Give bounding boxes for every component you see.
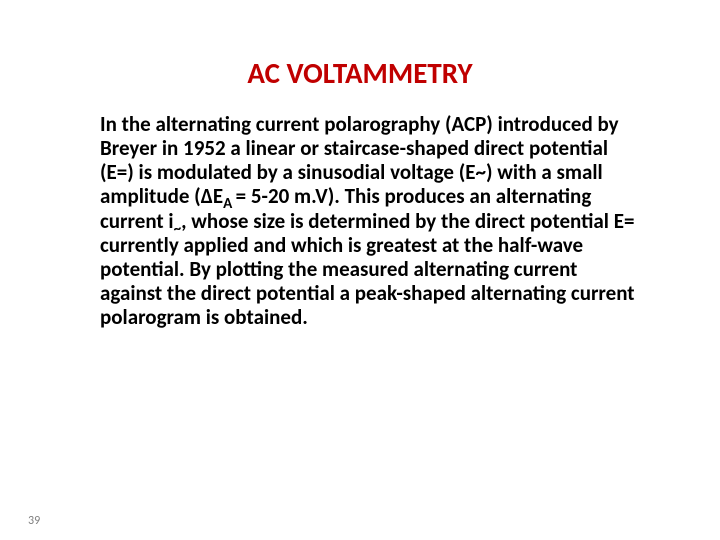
page-number: 39 (28, 514, 40, 528)
slide-body: In the alternating current polarography … (100, 112, 640, 329)
body-seg-3: , whose size is determined by the direct… (100, 208, 635, 331)
slide: AC VOLTAMMETRY In the alternating curren… (0, 0, 720, 540)
slide-title: AC VOLTAMMETRY (0, 55, 720, 91)
